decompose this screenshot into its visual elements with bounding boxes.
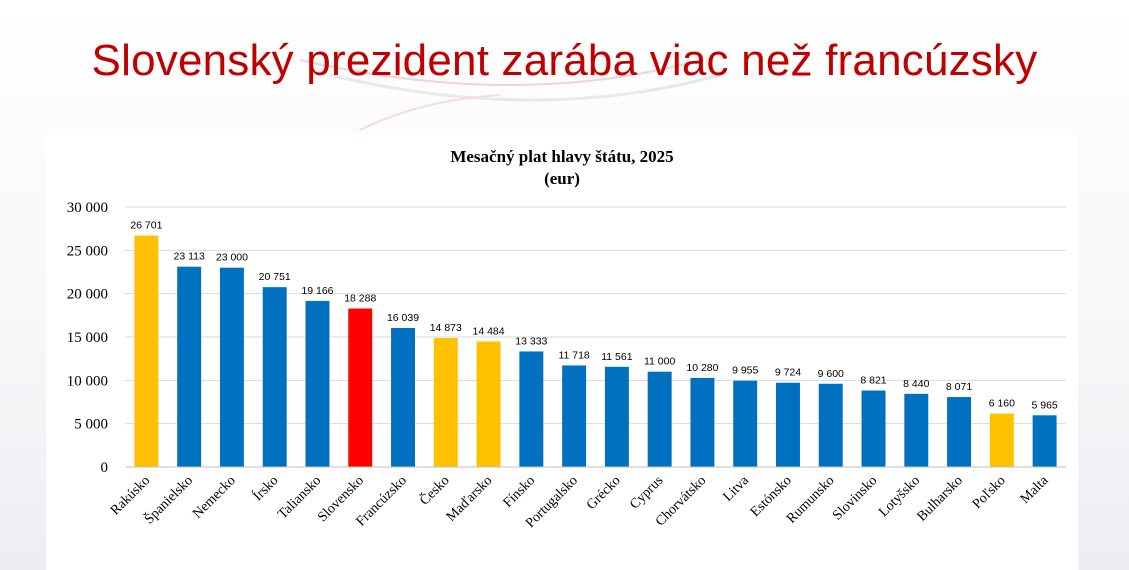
category-label: Nemecko (190, 473, 239, 522)
data-label: 9 955 (732, 365, 758, 377)
bar-lotyšsko (904, 393, 929, 467)
bar-poľsko (989, 413, 1014, 467)
y-tick-label: 10 000 (67, 373, 108, 389)
data-label: 14 873 (430, 322, 462, 334)
data-label: 11 561 (601, 351, 632, 363)
data-label: 9 724 (775, 367, 801, 379)
category-label: Cyprus (627, 473, 666, 512)
bar-chorvátsko (690, 377, 715, 467)
data-label: 5 965 (1031, 399, 1057, 411)
chart-panel: Mesačný plat hlavy štátu, 2025 (eur) 0 5 … (46, 134, 1078, 570)
y-tick-label: 20 000 (67, 287, 108, 303)
bar-cyprus (647, 371, 672, 467)
data-label: 23 113 (173, 251, 204, 263)
bar-bulharsko (947, 397, 972, 467)
category-label: Fínsko (501, 473, 539, 511)
data-label: 11 718 (558, 349, 589, 361)
category-label: Maďarsko (444, 473, 496, 525)
bar-slovensko (348, 308, 373, 467)
bar-francúzsko (391, 327, 415, 467)
bar-taliansko (305, 300, 330, 467)
data-label: 18 288 (344, 293, 376, 305)
category-label: Bulharsko (915, 473, 966, 524)
chart-title: Mesačný plat hlavy štátu, 2025 (450, 147, 673, 166)
bar-chart: Mesačný plat hlavy štátu, 2025 (eur) 0 5 … (67, 147, 1066, 531)
category-label: Slovinsko (830, 473, 880, 523)
data-label: 13 333 (515, 335, 547, 347)
bar-malta (1032, 415, 1057, 467)
y-tick-label: 5 000 (74, 417, 108, 433)
bar-nemecko (219, 267, 244, 467)
y-tick-label: 0 (101, 460, 109, 476)
bar-estónsko (776, 382, 800, 467)
chart-subtitle: (eur) (544, 169, 580, 188)
data-label: 20 751 (259, 271, 291, 283)
data-label: 10 280 (686, 362, 718, 374)
data-label: 14 484 (473, 325, 505, 337)
category-label: Česko (416, 472, 453, 509)
category-label: Litva (721, 473, 753, 505)
slide-title: Slovenský prezident zarába viac než fran… (91, 36, 1038, 85)
data-label: 16 039 (387, 312, 419, 324)
data-label: 8 821 (860, 375, 886, 387)
category-label: Írsko (249, 472, 281, 504)
bars (134, 235, 1057, 467)
bar-rakúsko (134, 235, 159, 467)
bar-česko (433, 338, 458, 467)
bar-španielsko (177, 266, 202, 467)
y-tick-label: 15 000 (67, 330, 108, 346)
bar-fínsko (519, 351, 544, 467)
data-label: 6 160 (989, 398, 1015, 410)
data-label: 19 166 (301, 285, 333, 297)
bar-grécko (604, 366, 629, 467)
bar-slovinsko (861, 390, 886, 467)
data-label: 9 600 (818, 368, 844, 380)
category-label: Grécko (584, 473, 624, 513)
category-label: Poľsko (970, 473, 1009, 512)
bar-rumunsko (818, 383, 843, 467)
data-label: 8 071 (946, 381, 972, 393)
y-axis-ticks: 0 5 000 10 000 15 000 20 000 25 000 30 000 (67, 200, 108, 476)
bar-portugalsko (562, 365, 587, 467)
data-label: 11 000 (644, 356, 675, 368)
bar-maďarsko (476, 341, 501, 467)
data-label: 26 701 (130, 220, 162, 232)
data-label: 8 440 (903, 378, 929, 390)
data-labels: 26 701 23 113 23 000 20 751 19 166 18 288 16 0… (130, 220, 1058, 412)
data-label: 23 000 (216, 252, 248, 264)
y-tick-label: 25 000 (67, 243, 108, 259)
bar-írsko (262, 287, 287, 467)
y-tick-label: 30 000 (67, 200, 108, 216)
bar-litva (733, 380, 758, 467)
category-label: Malta (1018, 473, 1052, 507)
